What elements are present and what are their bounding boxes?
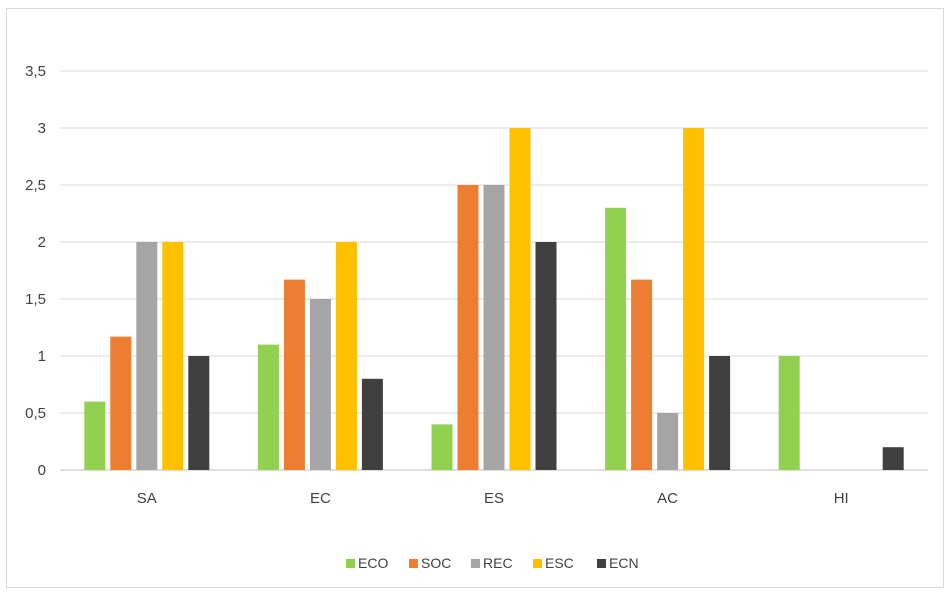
y-axis-ticks: 0 0,5 1 1,5 2 2,5 3 3,5 [25,63,46,479]
bar-ecn-ec [361,378,383,470]
legend-swatch-ecn [597,559,606,568]
bar-ecn-es [535,242,557,470]
bar-ecn-sa [188,356,210,470]
bar-rec-sa [136,242,158,470]
legend-swatch-rec [471,559,480,568]
bar-ecn-ac [709,356,731,470]
bar-ecn-hi [882,447,904,470]
legend-label: ECN [609,555,639,571]
bar-rec-ec [309,299,331,470]
bar-esc-ec [335,242,357,470]
bar-eco-ec [257,344,279,470]
bar-eco-ac [605,207,627,471]
x-tick-label: ES [484,490,504,507]
legend-label: SOC [421,555,451,571]
legend-label: ESC [545,555,574,571]
bars [84,128,904,471]
bar-soc-ac [631,279,653,470]
legend: ECO SOC REC ESC ECN [346,555,639,571]
bar-rec-ac [657,413,679,470]
bar-eco-es [431,424,453,470]
x-axis-ticks: SA EC ES AC HI [137,490,849,507]
bar-eco-sa [84,401,106,470]
y-tick-label: 0 [38,462,46,479]
x-tick-label: HI [834,490,849,507]
bar-esc-ac [683,128,705,470]
y-tick-label: 2,5 [25,177,46,194]
bar-soc-ec [283,279,305,470]
bar-soc-sa [110,336,132,470]
bar-eco-hi [778,356,800,470]
y-tick-label: 2 [38,234,46,251]
x-tick-label: AC [657,490,678,507]
y-tick-label: 3,5 [25,63,46,80]
y-tick-label: 1 [38,348,46,365]
bar-esc-sa [162,242,184,470]
bar-esc-es [509,128,531,470]
y-tick-label: 0,5 [25,405,46,422]
x-tick-label: SA [137,490,157,507]
legend-swatch-esc [533,559,542,568]
x-tick-label: EC [310,490,331,507]
legend-swatch-soc [409,559,418,568]
bar-soc-es [457,185,479,470]
legend-label: ECO [358,555,388,571]
legend-label: REC [483,555,513,571]
y-tick-label: 1,5 [25,291,46,308]
legend-swatch-eco [346,559,355,568]
bar-rec-es [483,185,505,470]
y-tick-label: 3 [38,120,46,137]
